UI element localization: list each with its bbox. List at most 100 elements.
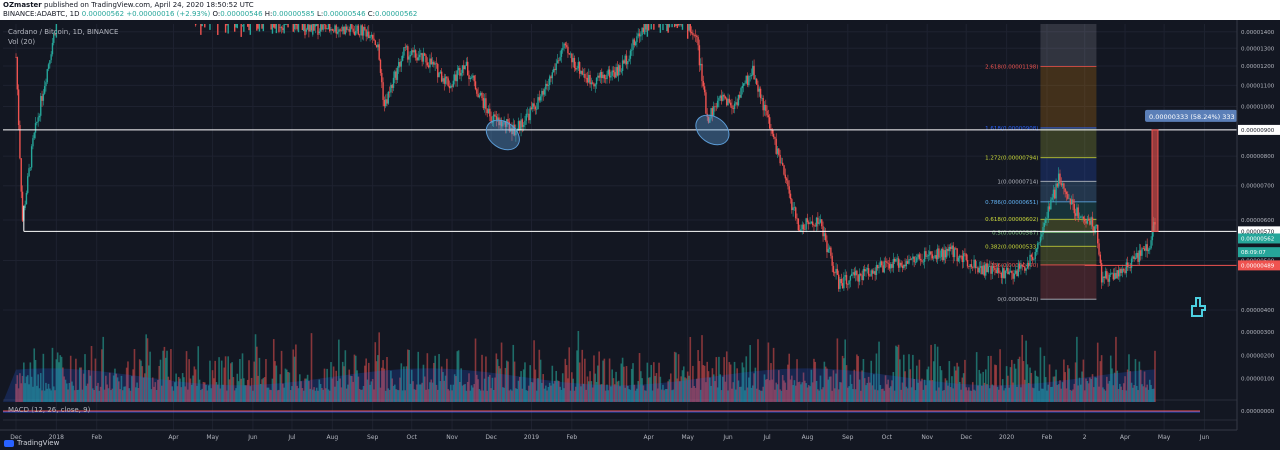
volume-bar	[754, 367, 757, 402]
candle-body	[301, 24, 304, 31]
candle-body	[1129, 267, 1131, 268]
volume-bar	[1122, 383, 1125, 402]
price-chart[interactable]: 0(0.00000420)0.236(0.00000490)0.382(0.00…	[0, 20, 1280, 450]
candle-body	[1080, 216, 1082, 218]
candle-body	[701, 63, 703, 82]
volume-bar	[417, 351, 420, 402]
volume-bar	[788, 353, 791, 402]
candle-body	[758, 88, 760, 92]
candle-body	[735, 102, 737, 104]
volume-bar	[298, 374, 301, 402]
candle-body	[870, 270, 872, 276]
candle-body	[1009, 270, 1012, 272]
candle-body	[940, 248, 943, 257]
volume-bar	[345, 388, 348, 402]
candle-body	[843, 276, 845, 289]
candle-body	[883, 261, 885, 273]
volume-bar	[969, 390, 971, 402]
candle-body	[858, 273, 861, 282]
volume-bar	[922, 389, 925, 402]
candle-body	[602, 74, 604, 79]
candle-body	[476, 89, 478, 94]
volume-tick-label: 0.00000100	[1241, 377, 1275, 383]
candle-body	[1020, 264, 1022, 269]
candle-body	[1029, 254, 1031, 266]
candle-body	[1125, 262, 1128, 274]
tradingview-brand[interactable]: TradingView	[4, 437, 59, 449]
time-tick-label: Dec	[485, 434, 497, 441]
volume-bar	[1074, 362, 1077, 402]
volume-bar	[542, 374, 545, 402]
volume-legend[interactable]: Vol (20)	[8, 38, 35, 46]
fib-level-label: 0.236(0.00000490)	[985, 263, 1038, 269]
volume-bar	[1027, 382, 1030, 402]
volume-bar	[870, 360, 873, 402]
volume-bar	[908, 354, 910, 402]
volume-bar	[693, 385, 695, 402]
candle-body	[813, 224, 815, 226]
volume-bar	[879, 385, 882, 402]
volume-bar	[360, 389, 362, 402]
volume-bar	[1128, 354, 1130, 402]
candle-body	[578, 62, 581, 74]
volume-bar	[823, 361, 826, 402]
candle-body	[485, 98, 487, 110]
candle-body	[848, 280, 850, 285]
volume-bar	[676, 378, 679, 402]
horizontal-lines[interactable]	[3, 129, 1237, 266]
volume-bar	[185, 351, 188, 402]
volume-bar	[846, 387, 849, 402]
author-name[interactable]: OZmaster	[3, 1, 42, 9]
candle-body	[633, 39, 636, 46]
candle-body	[923, 251, 926, 262]
volume-bar	[266, 387, 269, 402]
volume-bar	[535, 390, 538, 402]
fib-level-label: 2.618(0.00001198)	[985, 64, 1038, 70]
volume-bar	[210, 388, 213, 402]
volume-bar	[711, 368, 714, 402]
volume-bar	[569, 390, 572, 402]
chart-legend-title[interactable]: Cardano / Bitcoin, 1D, BINANCE	[8, 28, 118, 36]
volume-bar	[443, 380, 446, 402]
candle-body	[541, 90, 543, 97]
volume-bar	[1056, 385, 1059, 402]
volume-bar	[1064, 372, 1066, 402]
volume-bar	[269, 389, 271, 402]
volume-bar	[845, 365, 848, 402]
volume-bar	[807, 385, 810, 402]
candle-body	[411, 50, 413, 55]
volume-bar	[673, 351, 676, 402]
candle-body	[789, 193, 792, 200]
fib-extension-tool[interactable]: 0(0.00000420)0.236(0.00000490)0.382(0.00…	[985, 24, 1097, 303]
volume-bar	[581, 349, 584, 402]
volume-bar	[597, 365, 599, 402]
time-axis[interactable]: Dec 2018 Feb Apr May Jun Jul Aug Sep Oct Nov Dec 201…	[0, 429, 1237, 441]
volume-bar	[936, 346, 939, 402]
volume-bar	[625, 366, 628, 402]
volume-bar	[288, 372, 291, 402]
candle-body	[519, 121, 521, 131]
candle-body	[459, 67, 461, 76]
volume-bar	[649, 377, 651, 402]
candle-body	[1059, 173, 1061, 184]
volume-bar	[343, 366, 345, 402]
candle-body	[34, 123, 37, 133]
macd-legend[interactable]: MACD (12, 26, close, 9)	[8, 406, 91, 414]
price-axis[interactable]: 0.000014000.000013000.000012000.00001100…	[1236, 20, 1280, 430]
volume-bar	[852, 389, 854, 402]
time-tick-label: Feb	[567, 434, 578, 441]
volume-bar	[308, 381, 310, 402]
volume-bar	[874, 389, 876, 402]
volume-bar	[757, 339, 759, 402]
volume-bar	[88, 370, 90, 402]
volume-bar	[464, 384, 466, 402]
candle-body	[29, 167, 32, 169]
volume-bar	[85, 385, 88, 402]
candle-body	[598, 75, 600, 78]
volume-bar	[327, 389, 330, 402]
annotations[interactable]: 0.00000333 (58.24%) 333	[481, 109, 1237, 317]
volume-bar	[1078, 377, 1081, 402]
candle-body	[1099, 254, 1102, 264]
candle-body	[968, 266, 970, 267]
candle-body	[430, 58, 432, 65]
